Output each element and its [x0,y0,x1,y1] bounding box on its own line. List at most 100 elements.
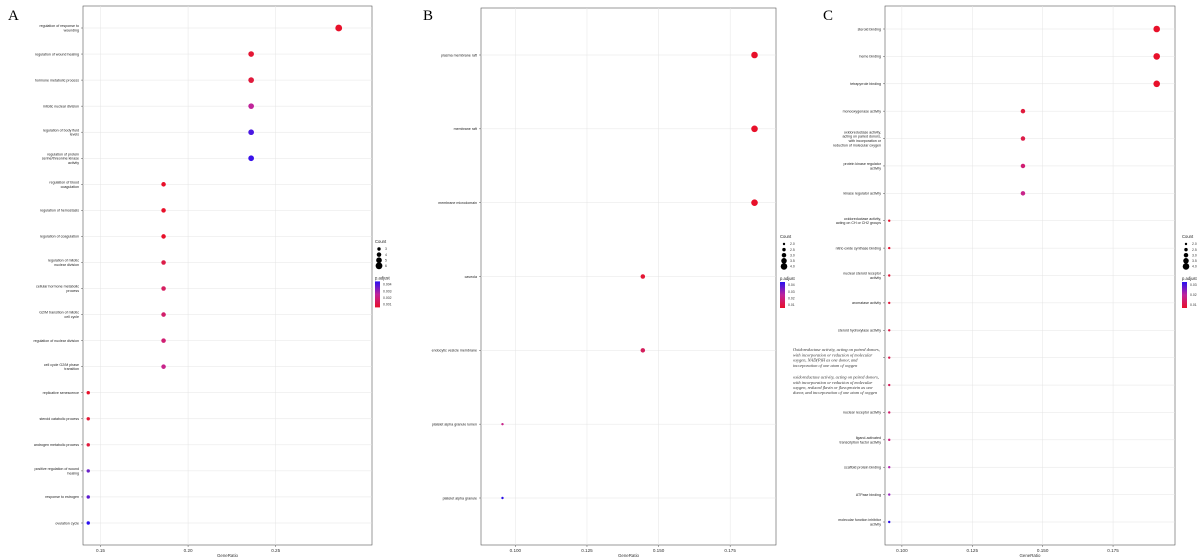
legend-count-label: 2.0 [790,242,795,246]
data-point [161,364,166,369]
legend-count-dot [1184,242,1188,246]
data-point [1153,80,1160,88]
legend-count-label: 3.5 [1192,259,1197,263]
y-tick-label-line: activity [870,276,881,280]
data-point [640,274,646,279]
legend-color-label: 0.004 [383,283,392,287]
y-tick-label-line: activity [870,522,881,526]
x-tick-label: 0.20 [184,548,193,553]
y-tick-label: heme binding [859,55,881,59]
y-tick-label: regulation of nuclear division [33,339,79,343]
y-tick-label-line: protein kinase regulator [843,162,881,166]
y-tick-label-line: with incorporation or [849,139,882,143]
legend-color-bar [375,281,380,308]
data-point [248,155,254,162]
legend-color-bar [1182,282,1187,308]
x-tick-label: 0.25 [271,548,280,553]
legend-color-label: 0.01 [1190,303,1197,307]
y-tick-label-line: replicative senescence [43,391,79,395]
y-tick-label-line: coagulation [61,185,79,189]
x-tick-label: 0.175 [724,548,736,553]
y-tick-label: platelet alpha granule lumen [432,422,477,426]
y-tick-label-line: regulation of wound healing [35,52,79,56]
legend-count-label: 2.5 [1192,248,1197,252]
y-tick-label-line: plasma membrane raft [441,53,477,57]
x-tick-label: 0.175 [1107,548,1119,553]
data-point [640,348,646,353]
legend-count-label: 4.0 [790,265,795,269]
legend-color-label: 0.04 [788,283,795,287]
y-tick-label-line: regulation of response to [39,24,79,28]
y-tick-label: ligand-activated transcription factor act… [839,436,881,444]
y-tick-label-line: tetrapyrrole binding [850,82,881,86]
y-tick-label-line: membrane microdomain [438,201,477,205]
data-point [1020,163,1026,169]
plot-frame [82,5,373,546]
legend-count-label: 3 [385,247,387,251]
panel-letter: B [423,8,433,24]
legend-count-dot [1182,263,1190,270]
x-axis-label: GeneRatio [217,553,239,558]
x-tick-label: 0.150 [1037,548,1049,553]
legend-count-dot [782,247,786,252]
y-tick-label-line: ligand-activated [856,436,881,440]
y-tick-label: membrane raft [454,127,477,131]
data-point [86,443,90,447]
y-tick-label-line: activity [870,166,881,170]
data-point [161,182,166,187]
legend-color-title: p.adjust [780,276,796,281]
y-tick-label-line: regulation of protein [47,152,79,156]
data-point [751,199,758,206]
y-tick-label: cell cycle G2/M phase transition [44,363,79,371]
y-tick-label: Oxidoreductase activity, acting on paire… [793,347,880,368]
y-tick-label: regulation of mitotic nuclear division [48,259,79,267]
y-tick-label: steroid hydroxylase activity [838,329,881,333]
data-point [86,469,90,473]
panel-c: C 0.100 0.125 0.150 0.175 GeneRatio steroid bi… [793,5,1198,558]
data-point [888,246,891,250]
legend-count-label: 6 [385,264,387,268]
y-tick-label-line: platelet alpha granule [443,496,477,500]
data-point [161,234,166,239]
y-tick-label-line: steroid catabolic process [39,417,79,421]
legend-color-title: p.adjust [375,275,391,280]
data-point [888,466,891,469]
y-tick-label: caveola [465,275,477,279]
y-tick-label: nitric-oxide synthase binding [836,246,881,250]
y-tick-label: regulation of response to wounding [39,24,79,32]
data-point [751,51,758,59]
y-tick-label-line: regulation of body fluid [43,128,79,132]
y-tick-label: regulation of body fluid levels [43,128,79,136]
data-point [86,521,90,525]
y-tick-label-line: positive regulation of wound [34,467,79,471]
y-tick-label-line: oxidoreductase activity, acting on paire… [793,375,879,381]
legend-count-label: 4.0 [1192,265,1197,269]
data-point [501,496,504,500]
y-tick-label: membrane microdomain [438,201,477,205]
y-tick-label: regulation of hemostasis [40,209,79,213]
panel-letter: C [823,8,833,24]
legend-count-dot [376,252,382,257]
x-tick-label: 0.125 [967,548,979,553]
y-tick-label: cellular hormone metabolic process [36,285,79,293]
data-point [1020,136,1026,141]
legend-count-dot [377,247,381,251]
legend-color-label: 0.03 [1190,283,1197,287]
y-tick-label-line: reduction of molecular oxygen [833,143,881,147]
y-tick-label-line: Oxidoreductase activity, acting on paire… [793,347,880,353]
data-point [888,329,891,332]
legend-color-label: 0.02 [1190,293,1197,297]
y-tick-label-line: oxidoreductase activity, [844,130,881,134]
y-tick-label-line: acting on CH or CH2 groups [836,221,881,225]
x-tick-label: 0.100 [510,548,522,553]
y-tick-label-line: oxidoreductase activity, [844,217,881,221]
y-tick-label: aromatase activity [852,301,881,305]
x-axis-label: GeneRatio [1020,553,1042,558]
legend-color-label: 0.003 [383,289,392,293]
y-tick-label-line: steroid binding [858,27,881,31]
data-point [888,356,891,359]
y-tick-label: tetrapyrrole binding [850,82,881,86]
y-tick-label-line: oxygen, NAD(P)H as one donor, and [793,358,858,364]
y-tick-label: molecular function inhibitor activity [838,518,882,526]
y-tick-label-line: aromatase activity [852,301,881,305]
